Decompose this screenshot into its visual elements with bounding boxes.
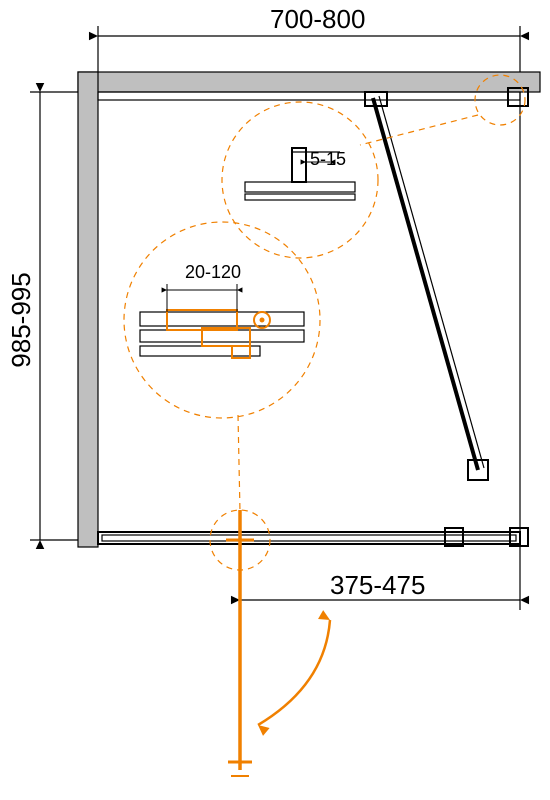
bottom-track-inner bbox=[102, 535, 516, 541]
door-diagonal bbox=[373, 98, 478, 470]
bottom-track bbox=[98, 532, 520, 544]
detail-lower: 20-120 bbox=[140, 262, 304, 358]
swing-arc bbox=[258, 620, 330, 725]
wall-horizontal bbox=[78, 72, 540, 92]
detail-lower-label: 20-120 bbox=[185, 262, 241, 282]
dim-top-label: 700-800 bbox=[270, 4, 365, 34]
detail-upper-label: 5-15 bbox=[310, 149, 346, 169]
leader-hinge bbox=[238, 415, 240, 512]
detail-circle-upper bbox=[222, 102, 378, 258]
door-diagonal-edge bbox=[379, 96, 484, 468]
dim-left-label: 985-995 bbox=[6, 272, 36, 367]
wall-vertical bbox=[78, 72, 98, 547]
detail-upper: 5-15 bbox=[245, 148, 355, 200]
top-track bbox=[98, 92, 520, 100]
dim-bottom-label: 375-475 bbox=[330, 570, 425, 600]
detail-circle-lower bbox=[124, 222, 320, 418]
